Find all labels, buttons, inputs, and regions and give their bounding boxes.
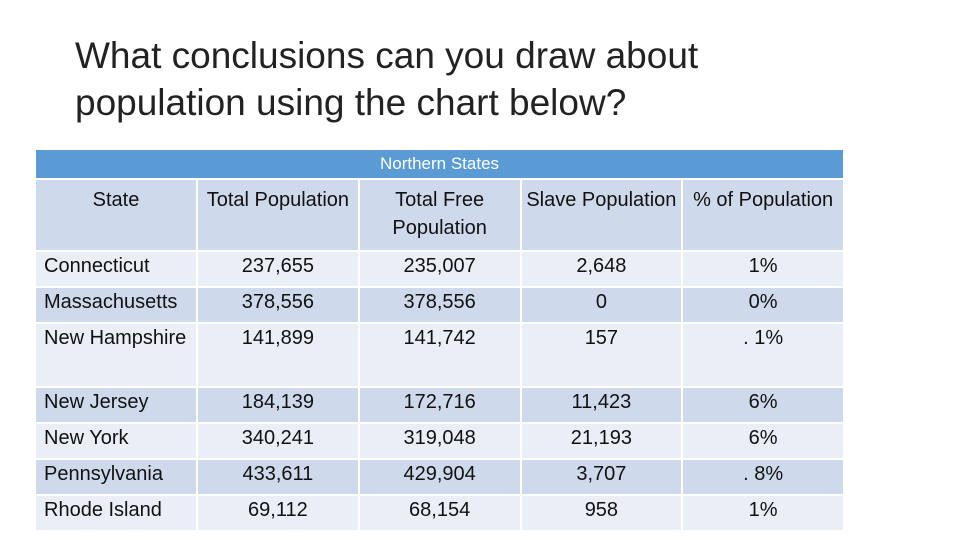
column-header: State xyxy=(36,180,196,250)
table-row: Massachusetts 378,556 378,556 0 0% xyxy=(36,288,843,322)
table-row: Pennsylvania 433,611 429,904 3,707. 8% xyxy=(36,460,843,494)
value-cell: 68,154 xyxy=(359,496,520,530)
value-cell: 184,139 xyxy=(198,388,358,422)
value-cell: 172,716 xyxy=(359,388,520,422)
caption-row: Northern States xyxy=(36,150,843,178)
value-cell: 141,899 xyxy=(198,324,358,386)
table-row: Connecticut 237,655 235,007 2,648 1% xyxy=(36,252,843,286)
table-row: New Hampshire 141,899 141,742 157. 1% xyxy=(36,324,843,386)
column-header: Slave Population xyxy=(521,180,682,250)
value-cell: 319,048 xyxy=(359,424,520,458)
value-cell: 429,904 xyxy=(359,460,520,494)
value-cell: . 8% xyxy=(683,460,843,494)
value-cell: 11,423 xyxy=(521,388,682,422)
table-row: New York 340,241 319,048 21,193 6% xyxy=(36,424,843,458)
header-row: State Total Population Total Free Populati… xyxy=(36,180,843,250)
value-cell: 1% xyxy=(683,496,843,530)
value-cell: 2,648 xyxy=(521,252,682,286)
value-cell: 237,655 xyxy=(198,252,358,286)
state-cell: Rhode Island xyxy=(36,496,196,530)
value-cell: 141,742 xyxy=(359,324,520,386)
table-caption: Northern States xyxy=(36,150,843,178)
value-cell: 6% xyxy=(683,388,843,422)
table-body: Connecticut 237,655 235,007 2,648 1% Massachu… xyxy=(36,252,843,530)
state-cell: New York xyxy=(36,424,196,458)
value-cell: 3,707 xyxy=(521,460,682,494)
value-cell: 0% xyxy=(683,288,843,322)
value-cell: 6% xyxy=(683,424,843,458)
column-header: Total Free Population xyxy=(359,180,520,250)
state-cell: New Jersey xyxy=(36,388,196,422)
column-header: % of Population xyxy=(683,180,843,250)
population-table: Northern States State Total Population Tot… xyxy=(34,148,845,532)
value-cell: . 1% xyxy=(683,324,843,386)
table-row: Rhode Island 69,112 68,154 958 1% xyxy=(36,496,843,530)
value-cell: 21,193 xyxy=(521,424,682,458)
value-cell: 378,556 xyxy=(198,288,358,322)
column-header: Total Population xyxy=(198,180,358,250)
state-cell: Pennsylvania xyxy=(36,460,196,494)
value-cell: 378,556 xyxy=(359,288,520,322)
value-cell: 1% xyxy=(683,252,843,286)
value-cell: 69,112 xyxy=(198,496,358,530)
value-cell: 340,241 xyxy=(198,424,358,458)
value-cell: 0 xyxy=(521,288,682,322)
state-cell: Connecticut xyxy=(36,252,196,286)
slide-title: What conclusions can you draw about popu… xyxy=(75,35,699,123)
state-cell: New Hampshire xyxy=(36,324,196,386)
value-cell: 433,611 xyxy=(198,460,358,494)
value-cell: 157 xyxy=(521,324,682,386)
value-cell: 235,007 xyxy=(359,252,520,286)
value-cell: 958 xyxy=(521,496,682,530)
table-row: New Jersey 184,139 172,716 11,423 6% xyxy=(36,388,843,422)
table-head: Northern States State Total Population Tot… xyxy=(36,150,843,250)
state-cell: Massachusetts xyxy=(36,288,196,322)
